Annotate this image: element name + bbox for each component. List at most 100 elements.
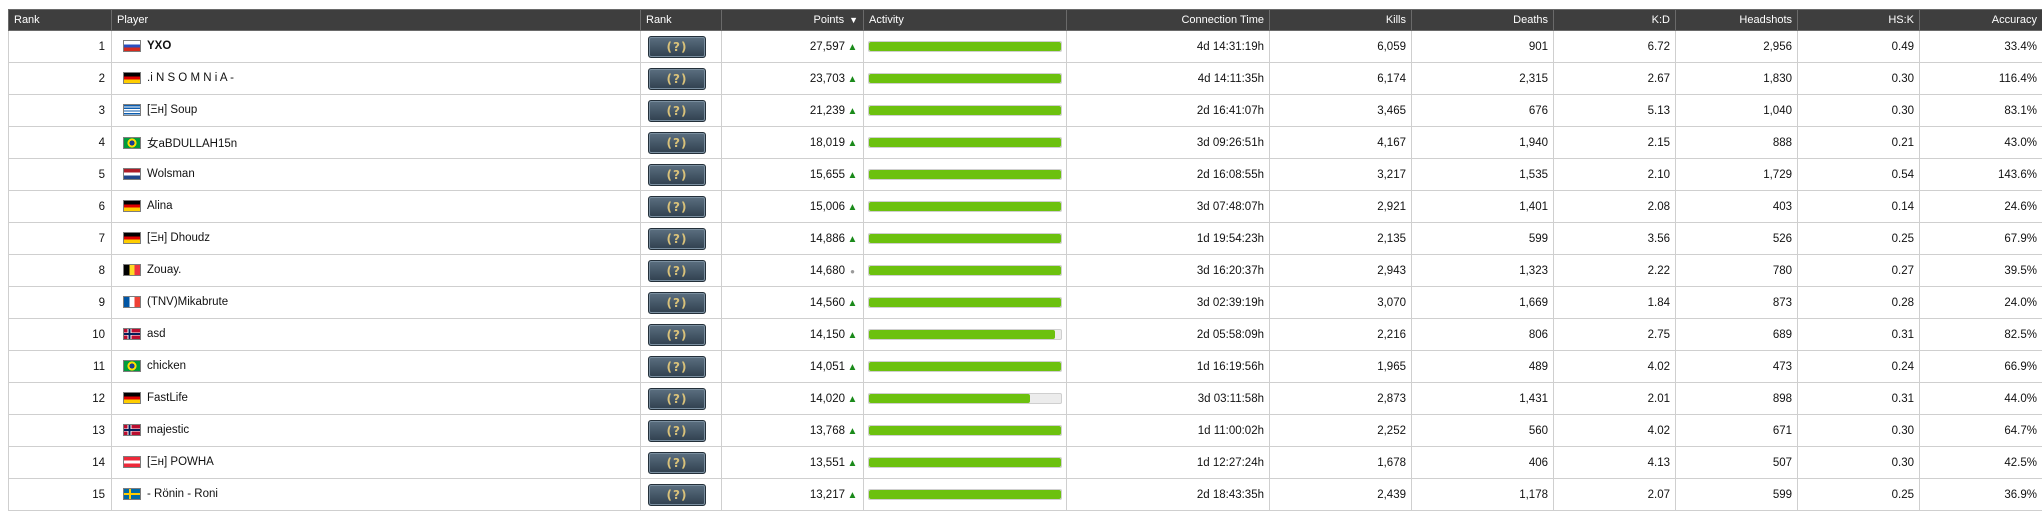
kills-cell: 6,174 — [1269, 62, 1412, 95]
table-row[interactable]: 13 majestic (?) 13,768 ▲ 1d 11:00:02h 2,2… — [8, 414, 2042, 447]
player-cell[interactable]: FastLife — [111, 382, 641, 415]
table-row[interactable]: 8 Zouay. (?) 14,680 ● 3d 16:20:37h 2,943 … — [8, 254, 2042, 287]
table-row[interactable]: 11 chicken (?) 14,051 ▲ 1d 16:19:56h 1,96… — [8, 350, 2042, 383]
deaths-cell: 1,431 — [1411, 382, 1554, 415]
activity-cell — [863, 350, 1067, 383]
table-row[interactable]: 10 asd (?) 14,150 ▲ 2d 05:58:09h 2,216 80… — [8, 318, 2042, 351]
player-name-link[interactable]: - Rönin - Roni — [147, 488, 218, 501]
player-cell[interactable]: (TNV)Mikabrute — [111, 286, 641, 319]
connection-time-cell: 2d 18:43:35h — [1066, 478, 1270, 511]
player-cell[interactable]: [Ξн] POWHA — [111, 446, 641, 479]
kd-cell: 6.72 — [1553, 30, 1676, 63]
rank-badge-glyph: (?) — [666, 455, 688, 470]
hsk-cell: 0.28 — [1797, 286, 1920, 319]
deaths-cell: 2,315 — [1411, 62, 1554, 95]
kills-cell: 2,921 — [1269, 190, 1412, 223]
activity-bar — [868, 41, 1062, 52]
table-row[interactable]: 3 [Ξн] Soup (?) 21,239 ▲ 2d 16:41:07h 3,4… — [8, 94, 2042, 127]
column-header-player[interactable]: Player — [111, 9, 641, 31]
rank-image-cell: (?) — [640, 30, 722, 63]
column-header-rank[interactable]: Rank — [8, 9, 112, 31]
player-cell[interactable]: asd — [111, 318, 641, 351]
column-header-rank-image[interactable]: Rank — [640, 9, 722, 31]
connection-time-cell: 3d 09:26:51h — [1066, 126, 1270, 159]
trend-up-icon: ▲ — [847, 169, 858, 181]
player-cell[interactable]: Alina — [111, 190, 641, 223]
table-row[interactable]: 12 FastLife (?) 14,020 ▲ 3d 03:11:58h 2,8… — [8, 382, 2042, 415]
column-header-activity[interactable]: Activity — [863, 9, 1067, 31]
player-name-link[interactable]: Wolsman — [147, 168, 195, 181]
rank-cell: 10 — [8, 318, 112, 351]
activity-bar-fill — [869, 298, 1061, 307]
kills-cell: 1,965 — [1269, 350, 1412, 383]
rank-image-cell: (?) — [640, 94, 722, 127]
player-name-link[interactable]: YXO — [147, 40, 172, 53]
table-row[interactable]: 7 [Ξн] Dhoudz (?) 14,886 ▲ 1d 19:54:23h 2… — [8, 222, 2042, 255]
table-row[interactable]: 5 Wolsman (?) 15,655 ▲ 2d 16:08:55h 3,217… — [8, 158, 2042, 191]
player-name-link[interactable]: asd — [147, 328, 166, 341]
player-cell[interactable]: [Ξн] Soup — [111, 94, 641, 127]
column-header-headshots[interactable]: Headshots — [1675, 9, 1798, 31]
table-row[interactable]: 14 [Ξн] POWHA (?) 13,551 ▲ 1d 12:27:24h 1… — [8, 446, 2042, 479]
points-cell: 13,551 ▲ — [721, 446, 864, 479]
activity-bar — [868, 73, 1062, 84]
rank-badge-icon: (?) — [648, 35, 706, 58]
table-row[interactable]: 6 Alina (?) 15,006 ▲ 3d 07:48:07h 2,921 1… — [8, 190, 2042, 223]
column-header-points[interactable]: Points ▼ — [721, 9, 864, 31]
player-name-link[interactable]: Zouay. — [147, 264, 182, 277]
activity-bar — [868, 137, 1062, 148]
table-row[interactable]: 15 - Rönin - Roni (?) 13,217 ▲ 2d 18:43:3… — [8, 478, 2042, 511]
player-cell[interactable]: 女aBDULLAH15n — [111, 126, 641, 159]
points-value: 15,006 — [809, 200, 845, 213]
activity-bar-fill — [869, 426, 1061, 435]
kd-cell: 3.56 — [1553, 222, 1676, 255]
column-header-accuracy[interactable]: Accuracy — [1919, 9, 2042, 31]
table-row[interactable]: 4 女aBDULLAH15n (?) 18,019 ▲ 3d 09:26:51h … — [8, 126, 2042, 159]
player-cell[interactable]: .i N S O M N i A - — [111, 62, 641, 95]
player-cell[interactable]: YXO — [111, 30, 641, 63]
column-header-deaths[interactable]: Deaths — [1411, 9, 1554, 31]
player-name-link[interactable]: [Ξн] Dhoudz — [147, 232, 211, 245]
rank-cell: 3 — [8, 94, 112, 127]
column-header-kd[interactable]: K:D — [1553, 9, 1676, 31]
accuracy-cell: 36.9% — [1919, 478, 2042, 511]
player-name-link[interactable]: majestic — [147, 424, 190, 437]
table-row[interactable]: 2 .i N S O M N i A - (?) 23,703 ▲ 4d 14:1… — [8, 62, 2042, 95]
player-cell[interactable]: Zouay. — [111, 254, 641, 287]
deaths-cell: 1,401 — [1411, 190, 1554, 223]
accuracy-cell: 143.6% — [1919, 158, 2042, 191]
player-name-link[interactable]: FastLife — [147, 392, 188, 405]
player-name-link[interactable]: chicken — [147, 360, 186, 373]
hsk-cell: 0.25 — [1797, 478, 1920, 511]
player-cell[interactable]: chicken — [111, 350, 641, 383]
rank-cell: 15 — [8, 478, 112, 511]
hsk-cell: 0.30 — [1797, 94, 1920, 127]
points-value: 21,239 — [809, 104, 845, 117]
player-name-link[interactable]: 女aBDULLAH15n — [147, 137, 238, 150]
rank-cell: 4 — [8, 126, 112, 159]
activity-bar — [868, 297, 1062, 308]
player-name-link[interactable]: Alina — [147, 200, 173, 213]
headshots-cell: 2,956 — [1675, 30, 1798, 63]
player-cell[interactable]: majestic — [111, 414, 641, 447]
player-name-link[interactable]: .i N S O M N i A - — [147, 72, 234, 85]
player-cell[interactable]: [Ξн] Dhoudz — [111, 222, 641, 255]
kills-cell: 3,465 — [1269, 94, 1412, 127]
headshots-cell: 526 — [1675, 222, 1798, 255]
points-value: 15,655 — [809, 168, 845, 181]
player-name-link[interactable]: [Ξн] Soup — [147, 104, 198, 117]
column-header-kills[interactable]: Kills — [1269, 9, 1412, 31]
activity-cell — [863, 222, 1067, 255]
player-name-link[interactable]: (TNV)Mikabrute — [147, 296, 229, 309]
player-cell[interactable]: - Rönin - Roni — [111, 478, 641, 511]
player-cell[interactable]: Wolsman — [111, 158, 641, 191]
column-header-hsk[interactable]: HS:K — [1797, 9, 1920, 31]
table-row[interactable]: 9 (TNV)Mikabrute (?) 14,560 ▲ 3d 02:39:19… — [8, 286, 2042, 319]
player-name-link[interactable]: [Ξн] POWHA — [147, 456, 214, 469]
activity-bar — [868, 329, 1062, 340]
deaths-cell: 489 — [1411, 350, 1554, 383]
column-header-connection-time[interactable]: Connection Time — [1066, 9, 1270, 31]
points-value: 14,020 — [809, 392, 845, 405]
trend-up-icon: ▲ — [847, 489, 858, 501]
table-row[interactable]: 1 YXO (?) 27,597 ▲ 4d 14:31:19h 6,059 901… — [8, 30, 2042, 63]
